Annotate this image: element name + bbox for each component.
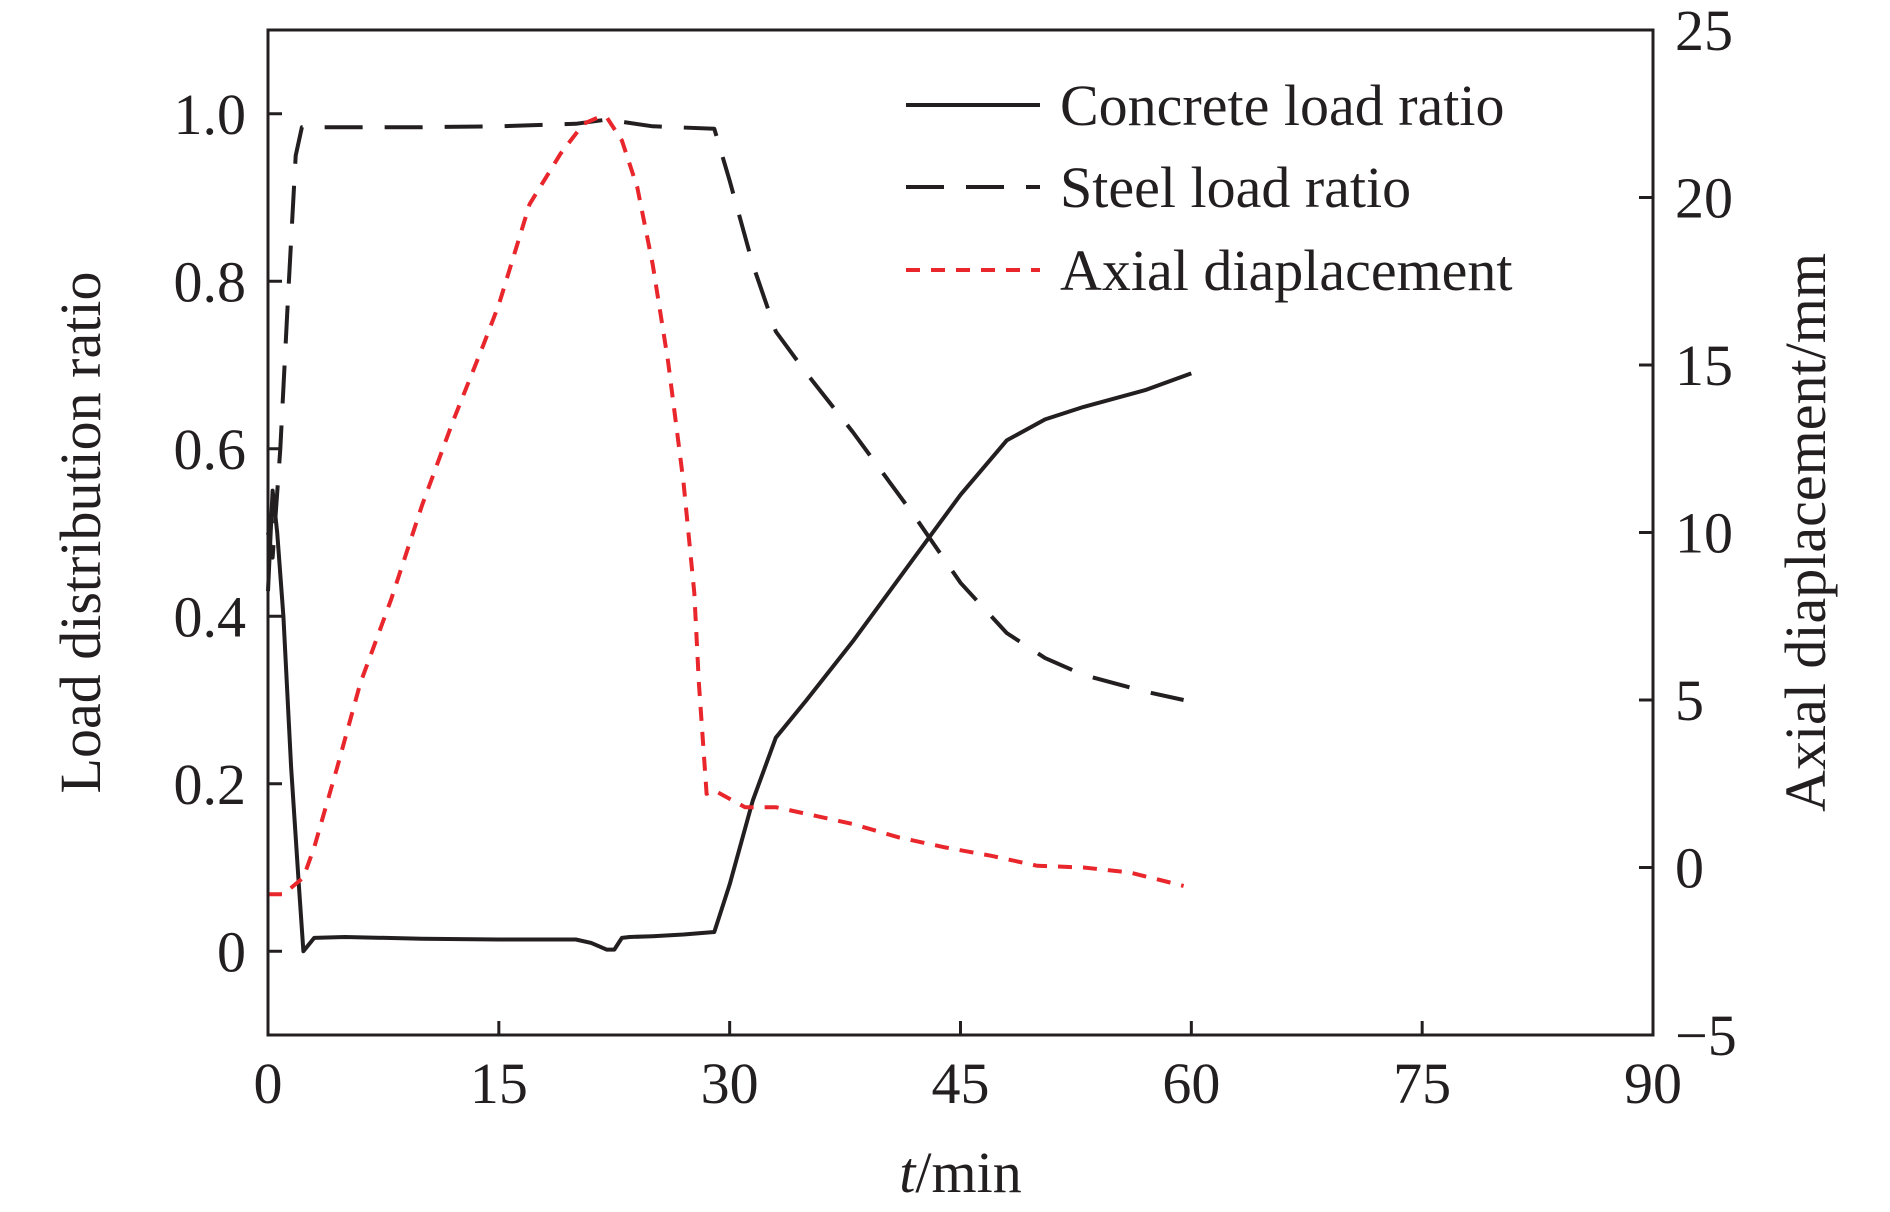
legend-label-concrete: Concrete load ratio: [1060, 73, 1505, 138]
x-tick-label: 15: [470, 1051, 528, 1116]
y-right-tick-label: 5: [1675, 668, 1704, 733]
y-left-tick-label: 0.2: [174, 752, 247, 817]
x-axis-label-variable: t: [899, 1140, 917, 1205]
y-right-axis-label: Axial diaplacement/mm: [1773, 253, 1838, 812]
series-line-2: [268, 115, 1185, 897]
x-axis-ticks: 0 15 30 45 60 75 90: [254, 1021, 1682, 1116]
legend: Concrete load ratio Steel load ratio Axi…: [906, 73, 1513, 303]
x-tick-label: 60: [1162, 1051, 1220, 1116]
legend-label-steel: Steel load ratio: [1060, 155, 1411, 220]
y-left-tick-label: 0: [217, 919, 246, 984]
series-line-1: [266, 117, 1185, 702]
y-left-axis-label: Load distribution ratio: [48, 272, 113, 794]
x-axis-label: t/min: [899, 1140, 1021, 1205]
y-right-tick-label: 0: [1675, 836, 1704, 901]
series-line-0: [266, 371, 1192, 954]
y-right-tick-label: 10: [1675, 501, 1733, 566]
y-right-tick-label: 15: [1675, 333, 1733, 398]
y-left-axis-ticks: 0 0.2 0.4 0.6 0.8 1.0: [174, 82, 282, 984]
y-left-tick-label: 0.8: [174, 249, 247, 314]
x-tick-label: 90: [1624, 1051, 1682, 1116]
y-left-tick-label: 0.4: [174, 584, 247, 649]
y-left-tick-label: 1.0: [174, 82, 247, 147]
y-right-axis-ticks: −5 0 5 10 15 20 25: [1639, 0, 1737, 1068]
plot-frame: [266, 28, 1655, 1037]
series-layer: [266, 115, 1192, 954]
y-left-tick-label: 0.6: [174, 417, 247, 482]
x-tick-label: 45: [932, 1051, 990, 1116]
y-right-tick-label: −5: [1675, 1003, 1737, 1068]
legend-label-displacement: Axial diaplacement: [1060, 238, 1513, 303]
y-right-tick-label: 20: [1675, 166, 1733, 231]
x-tick-label: 75: [1393, 1051, 1451, 1116]
x-axis-label-unit: /min: [915, 1140, 1021, 1205]
y-right-tick-label: 25: [1675, 0, 1733, 63]
x-tick-label: 30: [701, 1051, 759, 1116]
x-tick-label: 0: [254, 1051, 283, 1116]
